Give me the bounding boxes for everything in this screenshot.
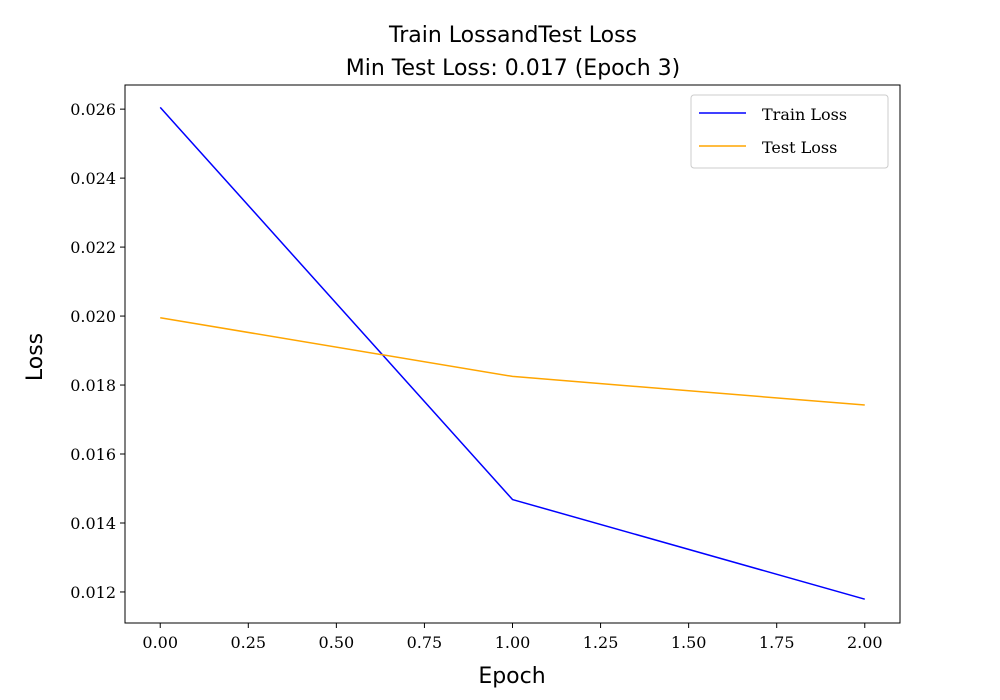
chart-legend: Train Loss Test Loss (690, 94, 889, 169)
x-tick-label: 1.75 (759, 633, 795, 652)
x-axis-label: Epoch (478, 664, 545, 689)
y-tick-label: 0.018 (70, 376, 116, 395)
x-tick-label: 1.50 (671, 633, 707, 652)
x-tick-label: 1.25 (583, 633, 619, 652)
y-tick-label: 0.012 (70, 583, 116, 602)
x-tick-label: 0.25 (230, 633, 266, 652)
plot-area-frame (124, 84, 901, 624)
y-axis-label: Loss (23, 333, 48, 381)
y-tick-label: 0.022 (70, 238, 116, 257)
chart-title: Train LossandTest Loss (388, 23, 637, 48)
chart-subtitle: Min Test Loss: 0.017 (Epoch 3) (346, 56, 681, 81)
y-tick-label: 0.020 (70, 307, 116, 326)
y-tick-label: 0.026 (70, 100, 116, 119)
x-axis-ticks: 0.00 0.25 0.50 0.75 1.00 1.25 1.50 1.75 2.00 (142, 623, 883, 652)
y-axis-ticks: 0.012 0.014 0.016 0.018 0.020 0.022 0.024 0.026 (70, 100, 125, 602)
x-tick-label: 0.75 (407, 633, 443, 652)
y-tick-label: 0.024 (70, 169, 116, 188)
x-tick-label: 1.00 (495, 633, 531, 652)
x-tick-label: 0.50 (319, 633, 355, 652)
y-tick-label: 0.016 (70, 445, 116, 464)
series-line-test-loss (160, 317, 865, 406)
legend-label-train-loss: Train Loss (762, 105, 847, 124)
x-tick-label: 2.00 (847, 633, 883, 652)
series-line-train-loss (159, 106, 865, 600)
series-layer (159, 106, 865, 600)
x-tick-label: 0.00 (142, 633, 178, 652)
legend-label-test-loss: Test Loss (762, 138, 837, 157)
y-tick-label: 0.014 (70, 514, 116, 533)
